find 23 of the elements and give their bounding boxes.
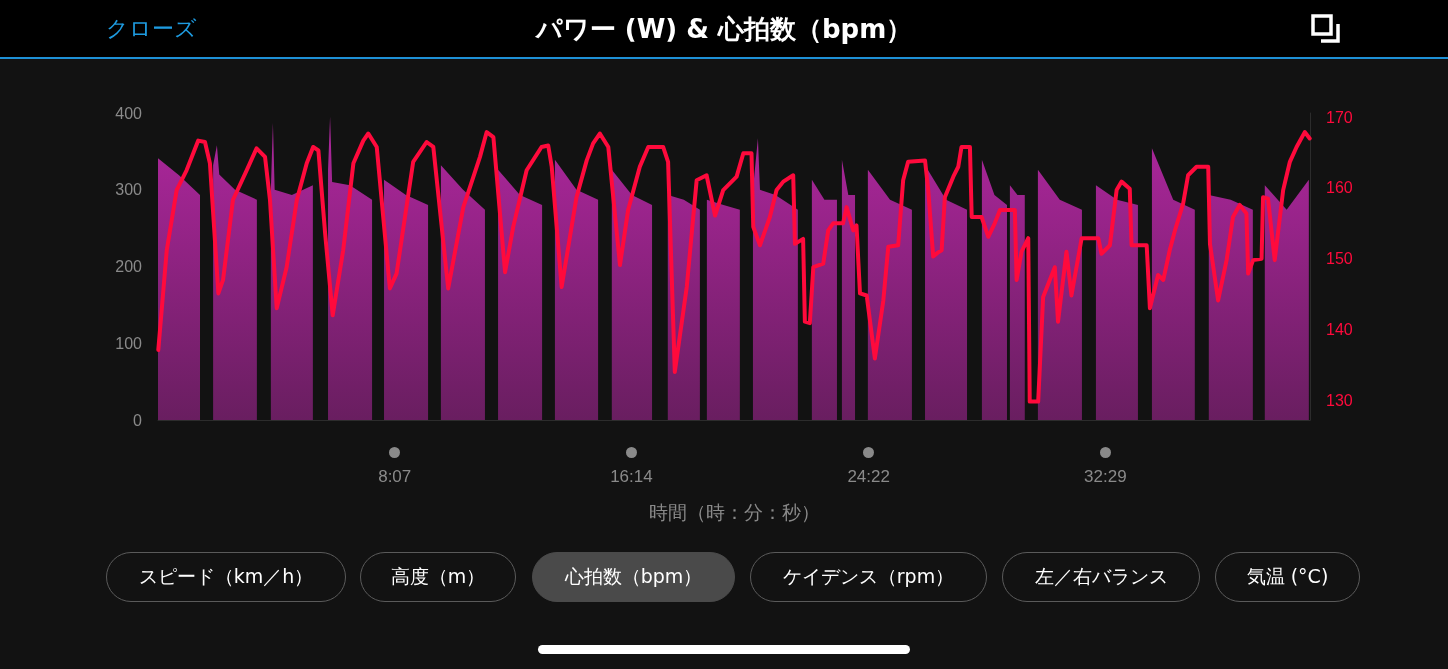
- y-tick-label: 300: [115, 181, 143, 199]
- y2-tick-label: 130: [1326, 391, 1353, 409]
- x-axis-title: 時間（時：分：秒）: [648, 502, 820, 523]
- y2-tick-label: 160: [1326, 179, 1353, 197]
- text: ケイデンス（rpm）: [750, 552, 987, 602]
- text: 心拍数（bpm）: [532, 552, 735, 602]
- y-tick-label: 200: [115, 258, 143, 275]
- x-tick-label: 32:29: [1084, 467, 1127, 486]
- x-tick-label: 16:14: [610, 467, 653, 486]
- text: 高度（m）: [360, 552, 516, 602]
- y-tick-label: 100: [115, 334, 143, 352]
- y-tick-label: 0: [133, 411, 143, 429]
- text: 左／右バランス: [1002, 552, 1200, 602]
- chart-title: パワー (W) & 心拍数（bpm）: [535, 14, 913, 44]
- x-tick-label: 8:07: [378, 467, 412, 486]
- x-tick-label: 24:22: [847, 467, 890, 486]
- text: スピード（km／h）: [106, 552, 346, 602]
- y-tick-label: 400: [115, 104, 143, 122]
- y2-tick-label: 150: [1326, 250, 1353, 268]
- text: 気温 (°C): [1215, 552, 1360, 602]
- text: クローズ: [106, 15, 197, 43]
- y2-tick-label: 170: [1326, 108, 1353, 126]
- y2-tick-label: 140: [1326, 320, 1353, 338]
